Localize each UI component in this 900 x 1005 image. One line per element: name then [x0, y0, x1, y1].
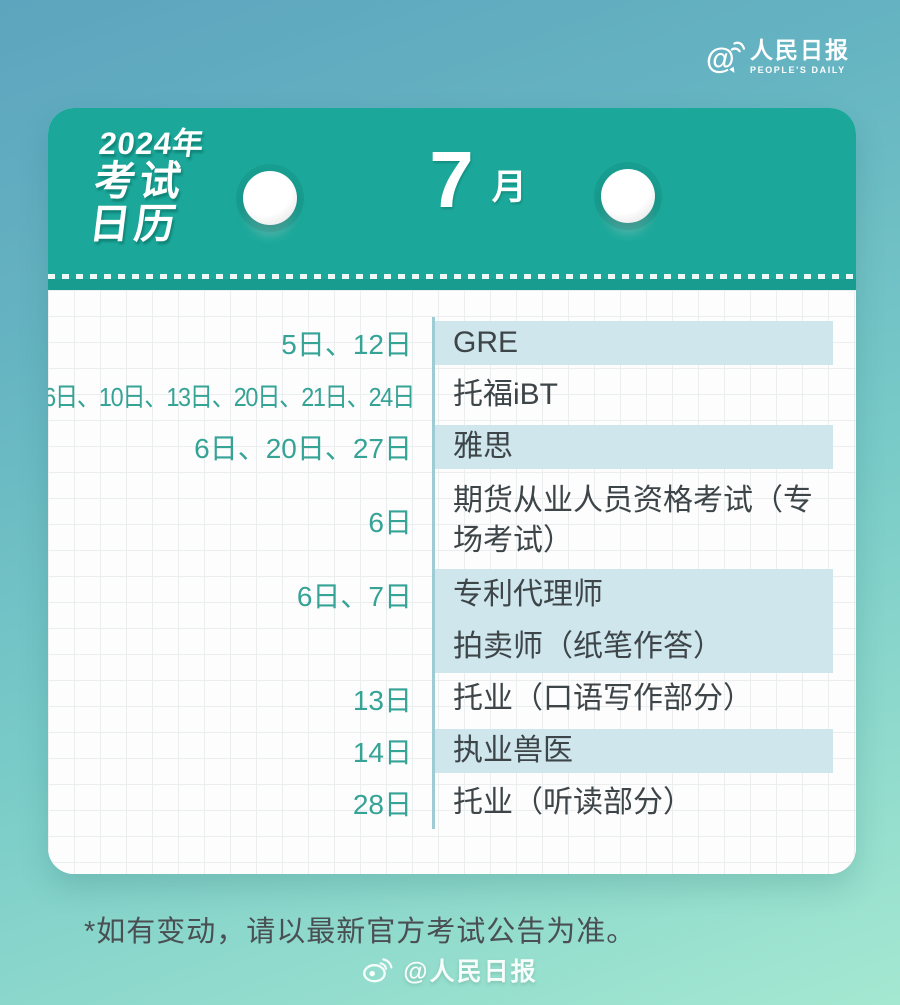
exam-table: 5日、12日 GRE 6日、10日、13日、20日、21日、24日 托福iBT … [48, 290, 856, 874]
exam-dates: 6日 [368, 507, 412, 538]
exam-dates: 14日 [352, 737, 412, 768]
exam-row-toefl: 6日、10日、13日、20日、21日、24日 托福iBT [48, 369, 856, 421]
brand-subtitle: PEOPLE'S DAILY [750, 65, 846, 76]
exam-name: 托业（听读部分） [453, 786, 693, 820]
weibo-credit-text: @人民日报 [403, 958, 538, 986]
exam-name: 托福iBT [453, 378, 558, 412]
exam-dates: 6日、7日 [296, 581, 412, 612]
exam-name: 期货从业人员资格考试（专场考试） [453, 484, 813, 557]
exam-dates: 6日、20日、27日 [194, 433, 412, 464]
exam-name: 托业（口语写作部分） [453, 682, 753, 716]
brand-text: 人民日报 PEOPLE'S DAILY [750, 37, 850, 76]
svg-text:@: @ [706, 43, 735, 76]
calendar-title-line1: 考试 [91, 158, 188, 205]
exam-row-toeic-listening: 28日 托业（听读部分） [48, 777, 856, 829]
calendar-title: 2024年 考试 日历 [86, 126, 207, 247]
weibo-at-icon: @ [706, 41, 745, 76]
brand-name: 人民日报 [750, 37, 850, 63]
calendar-year-label: 2024年 [97, 126, 207, 161]
exam-name: 执业兽医 [435, 729, 833, 773]
exam-row-gre: 5日、12日 GRE [48, 317, 856, 369]
calendar-title-line2: 日历 [86, 200, 183, 247]
binder-hole-left [243, 171, 297, 225]
exam-dates [48, 621, 432, 673]
exam-name: 拍卖师（纸笔作答） [435, 621, 833, 673]
exam-dates: 6日、10日、13日、20日、21日、24日 [48, 381, 415, 412]
exam-row-patent-agent: 6日、7日 专利代理师 [48, 569, 856, 621]
binder-hole-right [601, 169, 655, 223]
exam-row-auctioneer: 拍卖师（纸笔作答） [48, 621, 856, 673]
disclaimer-text: *如有变动，请以最新官方考试公告为准。 [84, 916, 637, 948]
table-divider-line [432, 317, 435, 829]
exam-dates: 13日 [352, 685, 412, 716]
exam-row-toeic-speaking: 13日 托业（口语写作部分） [48, 673, 856, 725]
exam-row-futures: 6日 期货从业人员资格考试（专场考试） [48, 473, 856, 569]
weibo-icon [363, 957, 393, 982]
month-unit: 月 [491, 168, 527, 207]
exam-name: 专利代理师 [435, 569, 833, 621]
exam-name: 雅思 [435, 425, 833, 469]
weibo-credit: @人民日报 [0, 952, 900, 988]
month-number: 7 [429, 135, 476, 224]
exam-row-ielts: 6日、20日、27日 雅思 [48, 421, 856, 473]
perforation-dashed-line [48, 274, 856, 279]
exam-dates: 28日 [352, 789, 412, 820]
exam-name: GRE [435, 321, 833, 365]
exam-row-veterinarian: 14日 执业兽医 [48, 725, 856, 777]
exam-dates: 5日、12日 [281, 329, 412, 360]
peoples-daily-logo: @ 人民日报 PEOPLE'S DAILY [705, 37, 850, 78]
